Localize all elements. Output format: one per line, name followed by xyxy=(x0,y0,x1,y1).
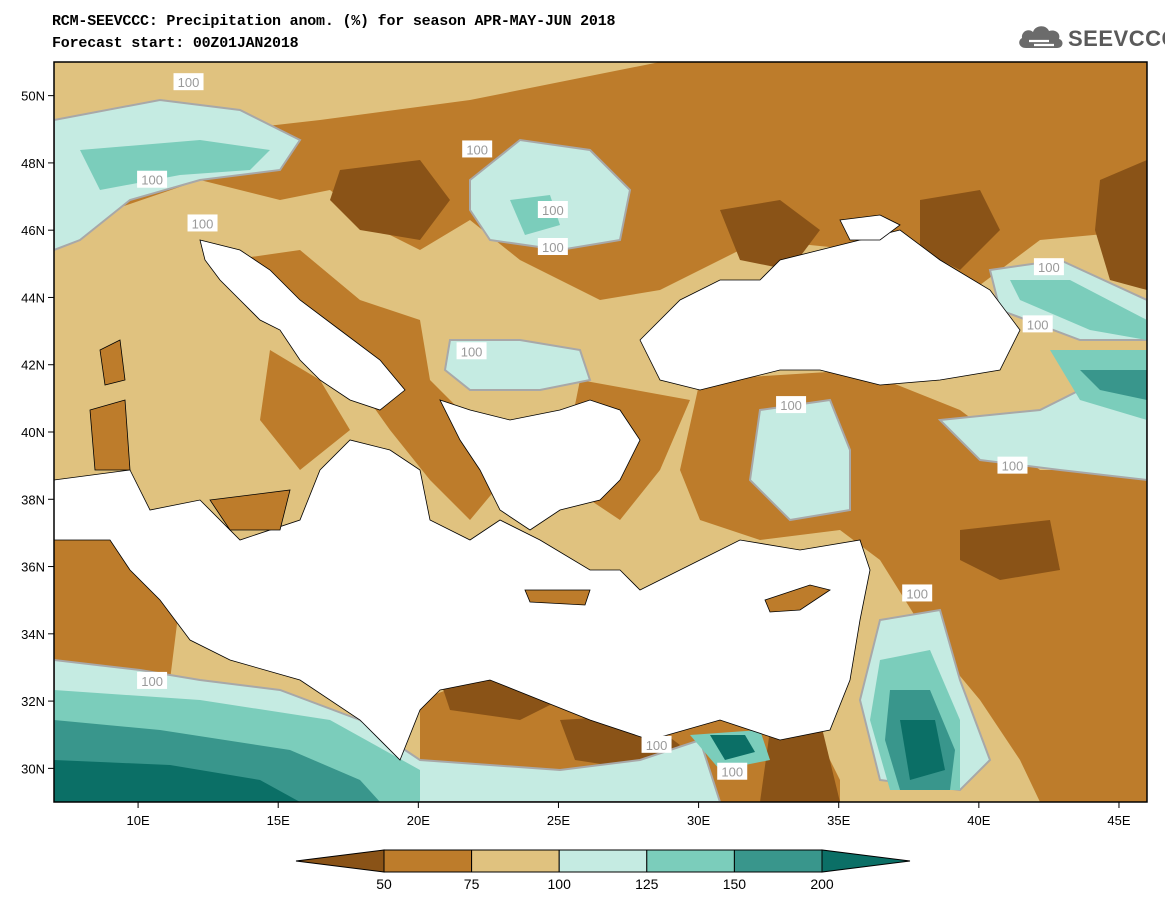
lon-tick-label: 45E xyxy=(1107,813,1130,828)
contour-label: 100 xyxy=(141,674,163,689)
aegean-sea xyxy=(439,399,641,531)
contour-label: 100 xyxy=(542,240,564,255)
contour-label-bg xyxy=(997,456,1028,474)
contour-label: 100 xyxy=(721,765,743,780)
adriatic-sea xyxy=(199,239,406,411)
colorbar-segment xyxy=(821,849,911,873)
contour-label: 100 xyxy=(906,586,928,601)
very-dry-syria xyxy=(960,520,1060,580)
map-field: 100 100 100 100 100 100 100 100 100 100 100 100 100 1… xyxy=(54,62,1147,802)
colorbar-segment xyxy=(733,849,823,873)
contour-label: 100 xyxy=(646,738,668,753)
wet-zone-anatolia xyxy=(748,398,851,522)
contour-labels: 100 100 100 100 100 100 100 100 100 100 100 100 100 1… xyxy=(137,73,1064,780)
very-dry-sinai xyxy=(760,720,840,802)
lat-tick-label: 32N xyxy=(21,694,45,709)
lat-tick-label: 38N xyxy=(21,492,45,507)
lat-tick-label: 30N xyxy=(21,761,45,776)
colorbar-label: 50 xyxy=(376,876,392,892)
contour-label: 100 xyxy=(1002,459,1024,474)
corsica xyxy=(99,339,126,386)
lat-tick-label: 44N xyxy=(21,290,45,305)
very-dry-caucasus-north xyxy=(920,190,1000,270)
contour-label: 100 xyxy=(466,142,488,157)
contour-label-bg xyxy=(456,342,487,360)
black-sea xyxy=(639,229,1021,391)
contour-label: 100 xyxy=(1027,317,1049,332)
very-dry-pannonia xyxy=(330,160,450,240)
lon-tick-label: 30E xyxy=(687,813,710,828)
colorbar-segment xyxy=(646,849,735,873)
contour-label-bg xyxy=(776,396,807,414)
sea-of-azov xyxy=(839,214,901,241)
colorbar-label: 100 xyxy=(548,876,572,892)
very-dry-crimea xyxy=(720,200,820,270)
extreme-wet-delta xyxy=(710,735,755,760)
logo-text: SEEVCCC xyxy=(1068,26,1165,51)
forecast-start-label: Forecast start: 00Z01JAN2018 xyxy=(52,35,299,52)
lat-tick-label: 34N xyxy=(21,627,45,642)
contour-label-bg xyxy=(173,73,204,91)
dry-zone-italy xyxy=(260,350,350,470)
wetter-alps xyxy=(80,140,270,190)
contour-label: 100 xyxy=(461,344,483,359)
longitude-axis: 10E 15E 20E 25E 30E 35E 40E 45E xyxy=(127,802,1131,828)
lon-tick-label: 40E xyxy=(967,813,990,828)
lon-tick-label: 10E xyxy=(127,813,150,828)
very-wet-east xyxy=(1080,370,1147,400)
lat-tick-label: 50N xyxy=(21,89,45,104)
contour-label-bg xyxy=(462,140,493,158)
contour-label-bg xyxy=(137,170,168,188)
colorbar-segment xyxy=(295,849,385,873)
contour-label-bg xyxy=(902,584,933,602)
contour-label-bg xyxy=(1033,258,1064,276)
crete xyxy=(524,589,591,606)
colorbar-label: 200 xyxy=(810,876,834,892)
colorbar-segment xyxy=(558,849,648,873)
mediterranean-sea xyxy=(54,439,871,761)
contour-label: 100 xyxy=(542,203,564,218)
contour-label-bg xyxy=(1022,315,1053,333)
contour-label-bg xyxy=(717,762,748,780)
lat-tick-label: 36N xyxy=(21,560,45,575)
lat-tick-label: 46N xyxy=(21,223,45,238)
contour-label-bg xyxy=(137,671,168,689)
contour-label-bg xyxy=(187,214,218,232)
wetter-caucasus xyxy=(1010,280,1147,340)
sicily xyxy=(209,489,291,531)
very-dry-east xyxy=(1095,160,1147,290)
colorbar-label: 75 xyxy=(464,876,480,892)
cyprus xyxy=(764,584,831,613)
lon-tick-label: 25E xyxy=(547,813,570,828)
colorbar-label: 125 xyxy=(635,876,659,892)
contour-label-bg xyxy=(537,201,568,218)
extreme-wet-north-africa xyxy=(54,760,300,802)
contour-label-bg xyxy=(641,735,672,753)
contour-label: 100 xyxy=(780,398,802,413)
contour-label: 100 xyxy=(192,216,214,231)
chart-title: RCM-SEEVCCC: Precipitation anom. (%) for… xyxy=(52,13,616,30)
contour-label: 100 xyxy=(141,173,163,188)
colorbar-segment xyxy=(471,849,560,873)
colorbar-segment xyxy=(383,849,473,873)
contour-label: 100 xyxy=(178,75,200,90)
lat-tick-label: 48N xyxy=(21,156,45,171)
cloud-icon xyxy=(1019,26,1063,48)
lon-tick-label: 15E xyxy=(267,813,290,828)
lat-tick-label: 40N xyxy=(21,425,45,440)
latitude-axis: 50N 48N 46N 44N 42N 40N 38N 36N 34N 32N 30N xyxy=(21,89,54,776)
colorbar-label: 150 xyxy=(723,876,747,892)
contour-label: 100 xyxy=(1038,260,1060,275)
colorbar: 50 75 100 125 150 200 xyxy=(295,849,911,892)
lon-tick-label: 20E xyxy=(407,813,430,828)
sardinia xyxy=(89,399,131,471)
contour-label-bg xyxy=(537,238,568,255)
lat-tick-label: 42N xyxy=(21,358,45,373)
extreme-wet-jordan xyxy=(900,720,945,780)
lon-tick-label: 35E xyxy=(827,813,850,828)
